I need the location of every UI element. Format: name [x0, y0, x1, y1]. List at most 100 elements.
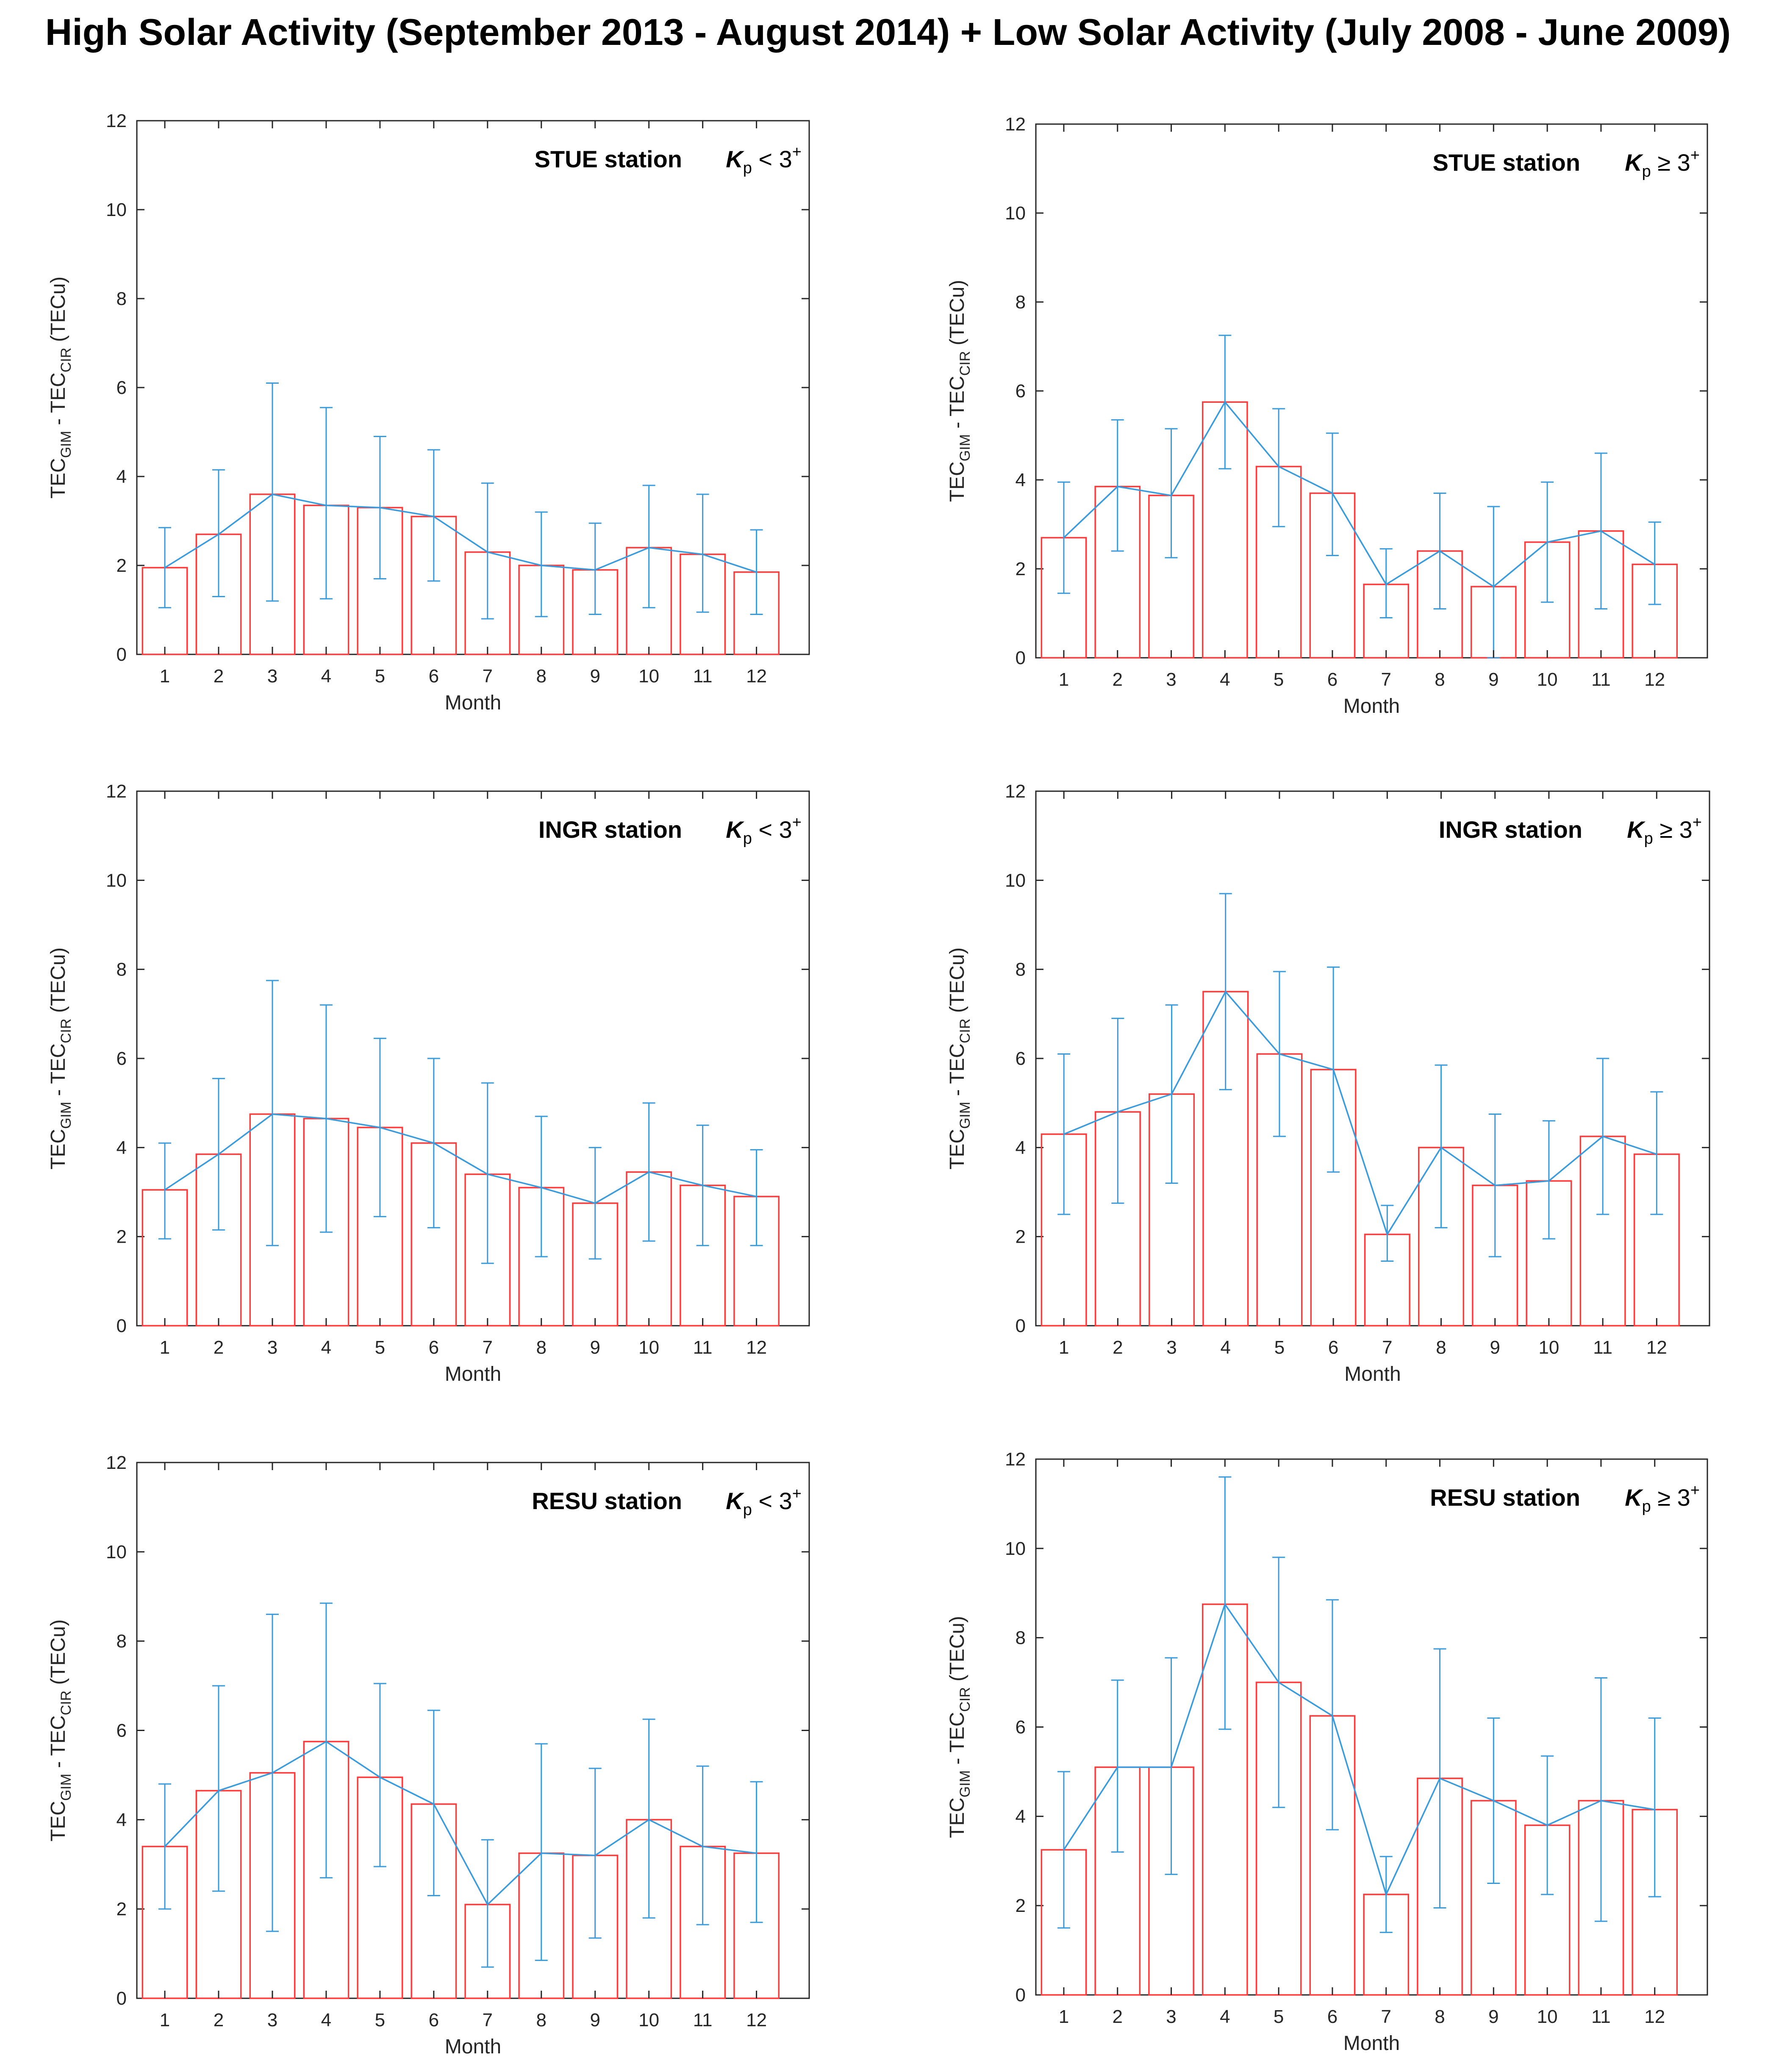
y-tick-label: 8 [117, 288, 127, 309]
x-tick-label: 12 [1646, 1337, 1667, 1358]
x-tick-label: 8 [536, 666, 546, 687]
y-tick-label: 12 [106, 1452, 127, 1473]
x-tick-label: 11 [1591, 669, 1611, 690]
x-tick-label: 9 [1488, 669, 1498, 690]
x-tick-label: 6 [1327, 2006, 1338, 2027]
station-label: RESU station [1430, 1484, 1580, 1511]
x-tick-label: 10 [638, 2010, 659, 2030]
x-tick-label: 2 [214, 1337, 224, 1358]
y-tick-label: 6 [117, 1720, 127, 1741]
x-tick-label: 11 [1591, 2006, 1611, 2027]
x-tick-label: 9 [590, 1337, 600, 1358]
x-tick-label: 5 [375, 666, 385, 687]
station-label: INGR station [538, 816, 682, 843]
kp-condition-label: Kp ≥ 3+ [1627, 814, 1702, 848]
x-tick-label: 4 [321, 666, 331, 687]
x-tick-label: 4 [321, 1337, 331, 1358]
y-tick-label: 4 [1016, 1806, 1026, 1827]
x-tick-label: 3 [267, 1337, 278, 1358]
x-tick-label: 5 [1274, 1337, 1285, 1358]
x-axis-label: Month [1343, 695, 1400, 717]
y-tick-label: 10 [1005, 1538, 1026, 1559]
y-axis-label: TECGIM - TECCIR (TECu) [946, 280, 973, 502]
x-tick-label: 6 [429, 2010, 439, 2030]
y-tick-label: 2 [1016, 1227, 1026, 1247]
y-axis-label: TECGIM - TECCIR (TECu) [47, 947, 74, 1170]
y-tick-label: 0 [117, 644, 127, 665]
y-tick-label: 0 [1016, 1316, 1026, 1336]
x-tick-label: 9 [590, 666, 600, 687]
x-axis-label: Month [445, 692, 501, 714]
y-tick-label: 4 [117, 466, 127, 487]
x-tick-label: 5 [1274, 2006, 1284, 2027]
x-axis-label: Month [445, 2036, 501, 2058]
x-tick-label: 1 [1059, 669, 1069, 690]
x-tick-label: 1 [160, 1337, 170, 1358]
x-axis-label: Month [445, 1363, 501, 1385]
axes-box [1035, 123, 1708, 659]
x-tick-label: 6 [429, 1337, 439, 1358]
x-tick-label: 4 [321, 2010, 331, 2030]
x-tick-label: 8 [536, 1337, 546, 1358]
x-tick-label: 9 [590, 2010, 600, 2030]
y-tick-label: 2 [1016, 559, 1026, 579]
station-label: INGR station [1439, 816, 1582, 843]
x-tick-label: 9 [1490, 1337, 1500, 1358]
x-tick-label: 3 [1166, 1337, 1177, 1358]
y-tick-label: 4 [117, 1809, 127, 1830]
x-tick-label: 11 [693, 1337, 713, 1358]
y-tick-label: 0 [1016, 1985, 1026, 2006]
y-tick-label: 4 [1016, 1137, 1026, 1158]
y-tick-label: 0 [1016, 648, 1026, 668]
mean-line [1063, 990, 1657, 1236]
x-tick-label: 10 [638, 1337, 659, 1358]
y-tick-label: 2 [117, 555, 127, 576]
y-tick-label: 12 [106, 111, 127, 131]
x-tick-label: 12 [1644, 2006, 1665, 2027]
y-tick-label: 0 [117, 1316, 127, 1336]
y-tick-label: 2 [117, 1227, 127, 1247]
y-tick-label: 6 [117, 377, 127, 398]
x-tick-label: 5 [375, 2010, 385, 2030]
y-tick-label: 6 [1016, 1717, 1026, 1738]
y-tick-label: 10 [1005, 870, 1026, 891]
x-tick-label: 11 [693, 666, 713, 687]
y-axis-label: TECGIM - TECCIR (TECu) [946, 1616, 973, 1838]
x-tick-label: 3 [267, 2010, 278, 2030]
y-tick-label: 0 [117, 1988, 127, 2009]
mean-line [1063, 401, 1655, 588]
y-tick-label: 6 [1016, 381, 1026, 402]
station-label: STUE station [1433, 149, 1580, 176]
x-tick-label: 10 [1537, 2006, 1558, 2027]
x-tick-label: 4 [1221, 1337, 1231, 1358]
y-tick-label: 12 [106, 781, 127, 802]
x-tick-label: 3 [267, 666, 278, 687]
x-tick-label: 2 [1112, 669, 1122, 690]
x-tick-label: 11 [1593, 1337, 1612, 1358]
mean-line [164, 1740, 757, 1906]
y-axis-label: TECGIM - TECCIR (TECu) [946, 947, 973, 1170]
x-tick-label: 8 [1435, 669, 1445, 690]
x-tick-label: 1 [160, 2010, 170, 2030]
x-tick-label: 7 [483, 2010, 493, 2030]
mean-line [164, 493, 757, 573]
y-tick-label: 12 [1005, 781, 1026, 802]
y-tick-label: 6 [117, 1048, 127, 1069]
x-tick-label: 4 [1220, 669, 1230, 690]
x-tick-label: 6 [429, 666, 439, 687]
y-axis-label: TECGIM - TECCIR (TECu) [47, 277, 74, 499]
x-tick-label: 8 [536, 2010, 546, 2030]
y-tick-label: 10 [1005, 203, 1026, 224]
x-tick-label: 7 [1382, 1337, 1392, 1358]
x-tick-label: 7 [483, 1337, 493, 1358]
x-tick-label: 10 [1537, 669, 1558, 690]
x-tick-label: 1 [1059, 1337, 1069, 1358]
station-label: RESU station [532, 1488, 682, 1514]
x-tick-label: 10 [1538, 1337, 1559, 1358]
kp-condition-label: Kp ≥ 3+ [1625, 147, 1700, 180]
